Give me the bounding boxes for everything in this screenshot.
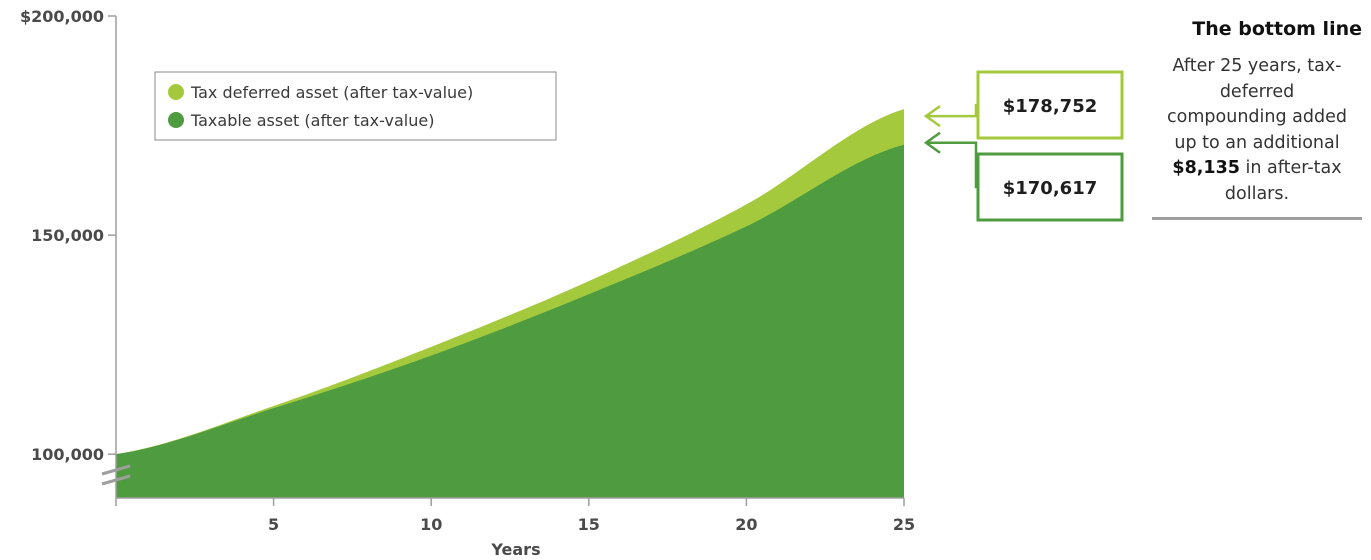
y-tick-label: 100,000 (31, 445, 104, 464)
callout-value: $170,617 (1003, 178, 1098, 199)
bottom-line-title: The bottom line (1192, 18, 1362, 40)
axis-break-mark-lower (101, 474, 131, 486)
callout-2: $170,617 (923, 131, 1124, 222)
legend-swatch-2 (168, 112, 184, 128)
callout-arrowhead (923, 131, 941, 154)
area-chart: 100,000 150,000 $200,000 5 10 15 20 25 Years Tax … (20, 7, 1124, 559)
bottom-line-text-start: After 25 years, tax-deferred compounding… (1167, 56, 1347, 153)
bottom-line-text: After 25 years, tax-deferred compounding… (1152, 54, 1362, 207)
bottom-line-panel: The bottom line After 25 years, tax-defe… (1152, 18, 1362, 220)
legend: Tax deferred asset (after tax-value) Taxa… (154, 71, 557, 141)
bottom-line-rule (1152, 217, 1362, 220)
x-tick-label: 25 (893, 515, 915, 534)
legend-box (154, 71, 557, 141)
bottom-line-text-end: in after-tax dollars. (1224, 158, 1342, 204)
legend-label-2: Taxable asset (after tax-value) (190, 111, 434, 130)
x-axis-title: Years (490, 540, 540, 559)
callout-1: $178,752 (923, 70, 1124, 140)
x-tick-label: 10 (420, 515, 442, 534)
area-series-2 (116, 144, 904, 498)
callout-arrowhead (923, 105, 941, 128)
legend-label-1: Tax deferred asset (after tax-value) (190, 83, 473, 102)
x-tick-label: 5 (268, 515, 279, 534)
x-tick-label: 20 (735, 515, 757, 534)
callout-box (976, 70, 1124, 140)
y-tick-label: 150,000 (31, 226, 104, 245)
callout-value: $178,752 (1003, 96, 1098, 117)
bottom-line-highlight: $8,135 (1172, 158, 1240, 178)
y-tick-label: $200,000 (20, 7, 104, 26)
axis-break-mark-upper (101, 464, 131, 476)
callout-box (976, 152, 1124, 222)
x-tick-label: 15 (578, 515, 600, 534)
legend-swatch-1 (168, 84, 184, 100)
